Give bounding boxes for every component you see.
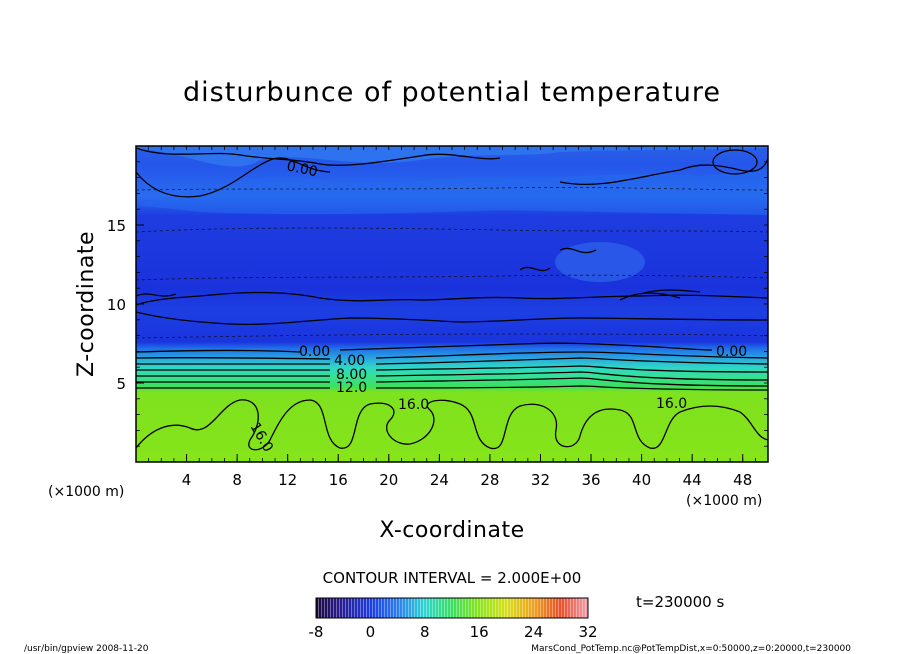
x-tick-label: 12: [278, 471, 297, 489]
y-tick-label: 5: [116, 375, 126, 393]
field-mid-patch: [555, 242, 645, 282]
plot-area: [136, 146, 768, 462]
colorbar: -8 0 8 16 24 32: [309, 597, 598, 641]
field-upper-patch: [136, 146, 768, 167]
colorbar-ticks: -8 0 8 16 24 32: [309, 623, 598, 641]
dashed-b: [136, 274, 768, 281]
dashed-a: [136, 227, 768, 233]
contour-4: [136, 357, 768, 365]
x-tick-label: 28: [480, 471, 499, 489]
x-tick-label: 48: [733, 471, 752, 489]
y-axis-ticks: 5 10 15: [107, 161, 768, 447]
x-axis-unit-right: (×1000 m): [686, 493, 762, 509]
x-axis-label: X-coordinate: [379, 518, 524, 543]
y-axis-label: Z-coordinate: [74, 231, 99, 377]
colorbar-tick-label: 16: [470, 623, 489, 641]
dashed-d: [136, 187, 768, 191]
footer-right: MarsCond_PotTemp.nc@PotTempDist,x=0:5000…: [531, 644, 851, 654]
contour-zero: [136, 342, 713, 353]
dashed-contours: [136, 187, 768, 339]
contour-label-4: 8.00: [336, 367, 367, 383]
contour-mid-b: [136, 311, 768, 326]
contour-8: [136, 371, 768, 381]
contour-lines: [136, 147, 768, 451]
contour-mid-a: [136, 291, 768, 306]
footer-left: /usr/bin/gpview 2008-11-20: [24, 644, 149, 654]
contour-top-ellipse: [712, 149, 758, 175]
x-axis-ticks: 4 8 12 16 20 24 28 32 36 40 44 48: [148, 146, 756, 489]
colorbar-tick-label: 0: [366, 623, 376, 641]
contour-top-a: [136, 147, 501, 166]
contour-16: [136, 399, 768, 451]
dashed-c: [136, 333, 768, 339]
contour-top-c: [559, 157, 768, 185]
colorbar-tick-label: 8: [420, 623, 430, 641]
time-label: t=230000 s: [636, 593, 724, 611]
contour-label-6: 16.0: [398, 397, 429, 413]
x-tick-label: 32: [531, 471, 550, 489]
colorbar-frame: [315, 597, 589, 619]
contour-label-0: 0.00: [285, 158, 319, 180]
contour-label-2: 0.00: [716, 344, 747, 360]
contour-2: [136, 351, 768, 360]
colorbar-tick-label: 32: [578, 623, 597, 641]
x-tick-label: 24: [430, 471, 449, 489]
field-upper-band: [136, 170, 768, 215]
x-tick-label: 36: [581, 471, 600, 489]
contour-interval: CONTOUR INTERVAL = 2.000E+00: [323, 569, 582, 587]
y-tick-label: 10: [107, 296, 126, 314]
contour-label-3: 4.00: [334, 353, 365, 369]
contour-label-5: 12.0: [336, 380, 367, 396]
x-tick-label: 40: [632, 471, 651, 489]
x-tick-label: 20: [379, 471, 398, 489]
contour-label-1: 0.00: [299, 344, 330, 360]
x-tick-label: 16: [329, 471, 348, 489]
x-tick-label: 8: [232, 471, 242, 489]
contour-10: [136, 377, 768, 387]
contour-label-7: 16.0: [656, 396, 687, 412]
y-tick-label: 15: [107, 217, 126, 235]
colorbar-tick-label: 24: [524, 623, 543, 641]
chart-title: disturbunce of potential temperature: [183, 77, 721, 108]
contour-12: [136, 385, 768, 391]
x-tick-label: 44: [683, 471, 702, 489]
contour-top-b: [136, 157, 331, 198]
contour-upper-noise: [136, 247, 701, 301]
x-tick-label: 4: [182, 471, 192, 489]
colorbar-tick-label: -8: [309, 623, 324, 641]
x-axis-unit-left: (×1000 m): [48, 484, 124, 500]
colorbar-stripes: [316, 598, 588, 618]
contour-6: [136, 365, 768, 373]
